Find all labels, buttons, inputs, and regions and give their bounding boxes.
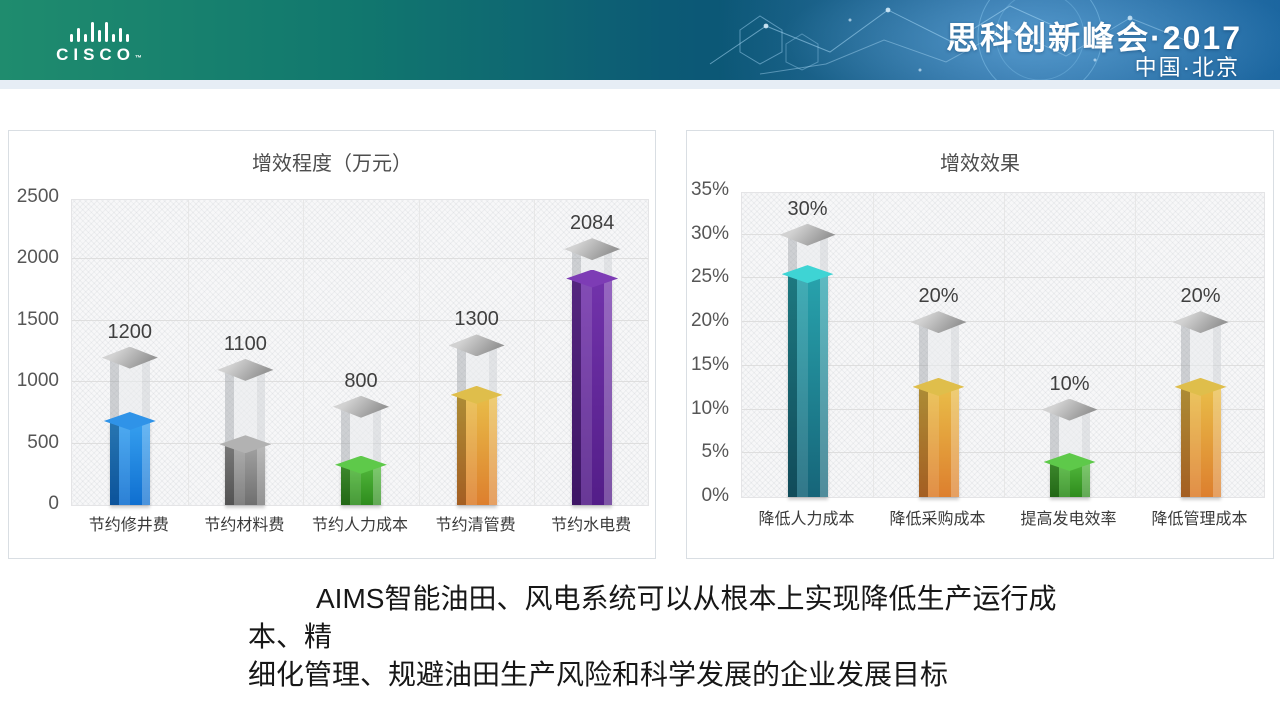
bar-fill-top-face xyxy=(335,455,387,474)
y-tick-label: 2000 xyxy=(16,247,59,269)
bar-target-cap xyxy=(910,311,967,334)
bar-layer: 30% 20% 10% 20% xyxy=(742,193,1264,497)
plot-area: 30% 20% 10% 20% xyxy=(741,192,1265,498)
cisco-logo-icon: CISCO™ xyxy=(44,20,154,65)
bar-fill-top-face xyxy=(1174,377,1227,396)
bar-fill-column xyxy=(918,386,959,497)
bar-value-label: 800 xyxy=(344,369,378,392)
bar-fill-column xyxy=(109,421,150,505)
chart-title: 增效效果 xyxy=(940,153,1020,175)
summary-line-2: 细化管理、规避油田生产风险和科学发展的企业发展目标 xyxy=(248,659,949,690)
y-tick-label: 500 xyxy=(27,431,59,453)
left-chart-panel: 增效程度（万元） 0 500 1000 1500 2000 2500 1200 1100 80… xyxy=(8,130,656,559)
bar-value-label: 1100 xyxy=(223,332,267,355)
y-tick-label: 25% xyxy=(690,266,729,288)
right-chart-panel: 增效效果 0% 5% 10% 15% 20% 25% 30% 35% 30% 20% 10% 20%… xyxy=(686,130,1274,559)
bar-fill-top-face xyxy=(781,265,834,284)
bar-value-label: 2084 xyxy=(569,212,615,235)
bar-value-label: 20% xyxy=(918,285,959,308)
header-banner: CISCO™ 思科创新峰会·2017 中国·北京 xyxy=(0,0,1280,80)
bar-fill-top-face xyxy=(450,385,503,404)
y-tick-label: 10% xyxy=(690,397,729,419)
network-globe-graphic xyxy=(709,0,1280,80)
x-category-label: 节约修井费 xyxy=(88,517,169,534)
y-gridline xyxy=(742,233,1264,235)
column-separator xyxy=(187,200,189,505)
bar-fill-top-face xyxy=(566,269,619,288)
bar-value-label: 1200 xyxy=(107,320,153,343)
y-gridline xyxy=(742,321,1264,323)
y-tick-label: 20% xyxy=(690,310,729,332)
bar-value-label: 20% xyxy=(1180,285,1221,308)
bar-fill-top-face xyxy=(219,435,272,454)
y-axis: 0% 5% 10% 15% 20% 25% 30% 35% xyxy=(687,179,735,506)
summary-line-1: AIMS智能油田、风电系统可以从根本上实现降低生产运行成本、精 xyxy=(248,583,1057,652)
column-separator xyxy=(1135,193,1136,497)
y-tick-label: 1500 xyxy=(16,308,59,330)
bar-target-cap xyxy=(101,346,158,369)
trademark-mark: ™ xyxy=(134,55,142,62)
column-separator xyxy=(1004,193,1005,497)
column-separator xyxy=(534,200,536,505)
column-separator xyxy=(418,200,420,505)
x-category-label: 降低管理成本 xyxy=(1151,511,1248,528)
x-category-label: 节约人力成本 xyxy=(311,517,408,534)
y-tick-label: 35% xyxy=(690,179,729,200)
y-tick-label: 0% xyxy=(701,485,729,506)
y-tick-label: 15% xyxy=(690,353,729,375)
summary-paragraph: AIMS智能油田、风电系统可以从根本上实现降低生产运行成本、精 细化管理、规避油… xyxy=(248,580,1058,694)
chart-title: 增效程度（万元） xyxy=(252,153,412,175)
bar-layer: 1200 1100 800 1300 2084 xyxy=(72,200,648,505)
y-tick-label: 2500 xyxy=(16,186,59,207)
x-axis: 降低人力成本 降低采购成本 提高发电效率 降低管理成本 xyxy=(741,505,1263,529)
y-gridline xyxy=(742,277,1264,279)
bar-target-cap xyxy=(448,334,505,357)
bar-fill-column xyxy=(456,394,497,505)
cisco-brand-text: CISCO™ xyxy=(56,45,142,64)
bar-fill-top-face xyxy=(103,412,156,431)
x-category-label: 节约材料费 xyxy=(204,517,285,534)
y-gridline xyxy=(742,408,1264,410)
event-location: 中国·北京 xyxy=(1134,55,1240,80)
bar-target-cap xyxy=(1041,398,1098,421)
bar-fill-top-face xyxy=(912,377,965,396)
y-gridline xyxy=(742,364,1264,366)
y-gridline xyxy=(742,452,1264,454)
bar-fill-column xyxy=(1180,386,1221,497)
bar-value-label: 10% xyxy=(1049,372,1090,395)
x-category-label: 降低人力成本 xyxy=(758,511,855,528)
bar-fill-column xyxy=(787,274,828,497)
x-category-label: 降低采购成本 xyxy=(889,511,986,528)
cisco-bridge-bars-icon xyxy=(44,20,154,42)
y-tick-label: 0 xyxy=(48,493,59,514)
plot-area: 1200 1100 800 1300 2084 xyxy=(71,199,649,506)
bar-target-cap xyxy=(1172,311,1229,334)
y-tick-label: 30% xyxy=(690,222,729,244)
y-gridline xyxy=(72,258,648,260)
bar-fill-column xyxy=(225,444,266,505)
bar-value-label: 1300 xyxy=(454,308,499,331)
y-axis: 0 500 1000 1500 2000 2500 xyxy=(9,186,65,514)
x-category-label: 节约水电费 xyxy=(551,517,632,534)
x-category-label: 提高发电效率 xyxy=(1020,511,1117,528)
column-separator xyxy=(873,193,874,497)
column-separator xyxy=(303,200,305,505)
x-category-label: 节约清管费 xyxy=(435,517,516,534)
bar-value-label: 30% xyxy=(787,197,828,220)
bar-target-cap xyxy=(217,358,274,381)
header-divider-strip xyxy=(0,80,1280,89)
y-tick-label: 5% xyxy=(701,441,729,463)
y-gridline xyxy=(72,319,648,321)
y-gridline xyxy=(72,381,648,383)
event-title: 思科创新峰会·2017 xyxy=(946,20,1242,56)
y-tick-label: 1000 xyxy=(16,370,59,392)
bar-target-cap xyxy=(564,238,621,261)
bar-fill-column xyxy=(572,278,613,505)
bar-target-cap xyxy=(779,223,836,246)
x-axis: 节约修井费 节约材料费 节约人力成本 节约清管费 节约水电费 xyxy=(71,511,647,535)
bar-fill-top-face xyxy=(1043,453,1096,472)
bar-target-cap xyxy=(333,395,389,418)
